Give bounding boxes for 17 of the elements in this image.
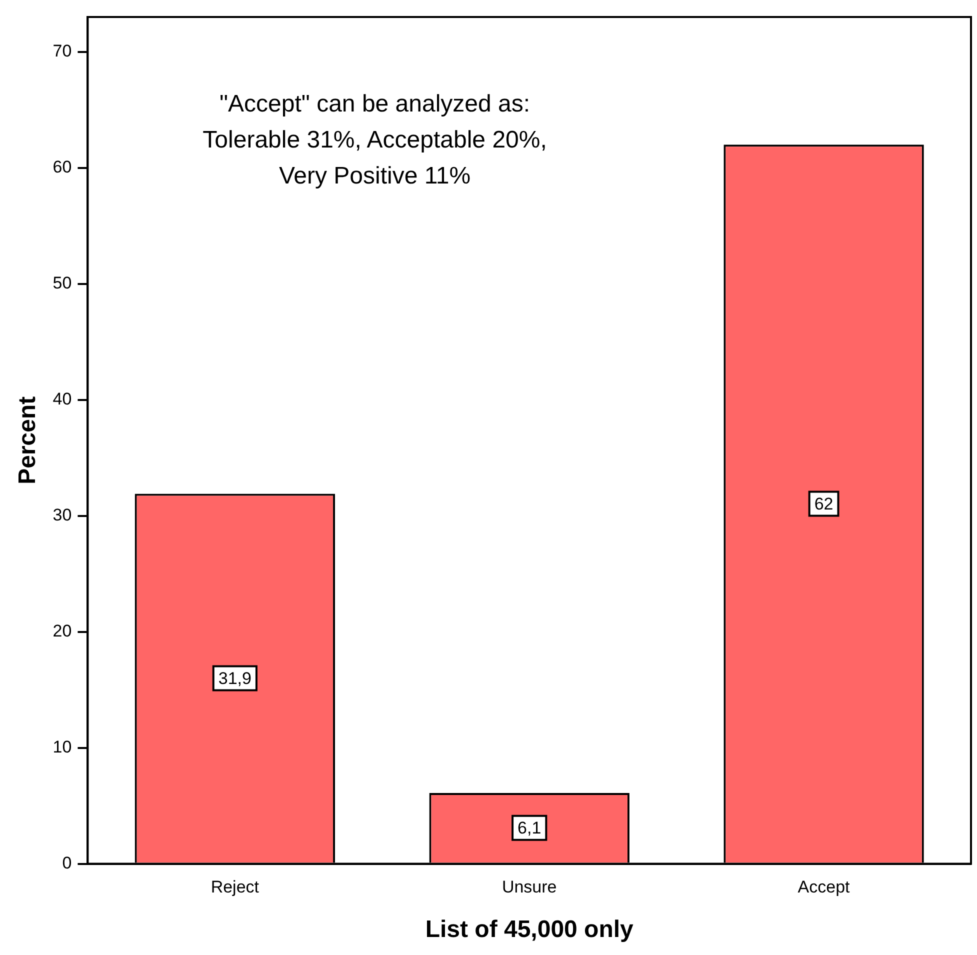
x-tick-label: Accept (798, 878, 850, 897)
y-tick-label: 10 (52, 737, 72, 756)
x-tick-label: Unsure (502, 878, 557, 897)
y-tick-label: 30 (52, 505, 72, 524)
y-tick-label: 70 (52, 41, 72, 60)
annotation: "Accept" can be analyzed as: Tolerable 31%, Acceptable 20%, Very Positive 11% (202, 90, 547, 190)
x-axis-title: List of 45,000 only (425, 916, 634, 944)
y-tick-label: 60 (52, 157, 72, 176)
x-tick-label: Reject (210, 878, 260, 897)
data-label: 6,1 (518, 818, 542, 838)
data-label: 31,9 (218, 668, 252, 688)
y-tick-label: 50 (52, 273, 72, 292)
data-label: 62 (814, 494, 834, 514)
y-tick-label: 40 (52, 389, 72, 408)
y-axis-title: Percent (14, 396, 42, 484)
y-tick-label: 20 (52, 621, 72, 640)
y-tick-label: 0 (62, 853, 72, 872)
